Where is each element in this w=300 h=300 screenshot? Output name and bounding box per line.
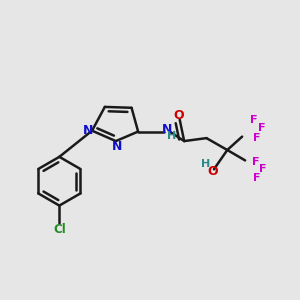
Text: N: N bbox=[82, 124, 93, 137]
Text: H: H bbox=[167, 131, 176, 141]
Text: F: F bbox=[252, 157, 259, 167]
Text: N: N bbox=[112, 140, 122, 153]
Text: O: O bbox=[173, 109, 184, 122]
Text: Cl: Cl bbox=[53, 224, 66, 236]
Text: N: N bbox=[161, 123, 172, 136]
Text: O: O bbox=[207, 165, 218, 178]
Text: F: F bbox=[253, 173, 261, 183]
Text: F: F bbox=[250, 115, 258, 125]
Text: F: F bbox=[253, 133, 261, 143]
Text: F: F bbox=[259, 164, 267, 174]
Text: H: H bbox=[201, 159, 210, 169]
Text: F: F bbox=[258, 123, 265, 133]
